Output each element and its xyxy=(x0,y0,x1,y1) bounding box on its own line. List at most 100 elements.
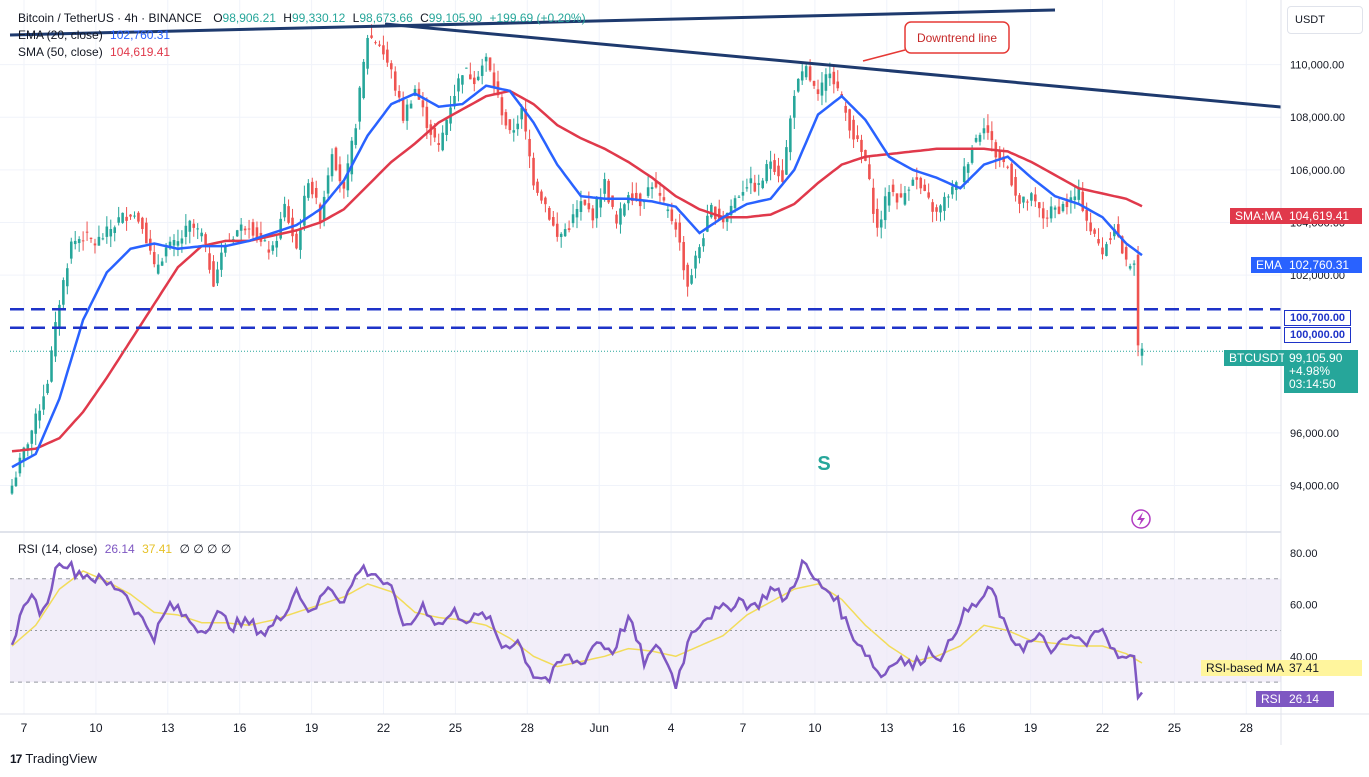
candle-body xyxy=(654,180,658,188)
candle-body xyxy=(686,264,689,287)
candle-body xyxy=(14,477,18,487)
ema-legend[interactable]: EMA (20, close) 102,760.31 xyxy=(18,28,174,42)
candle-body xyxy=(46,383,49,394)
candle-body xyxy=(646,187,650,196)
candle-body xyxy=(239,224,243,231)
sma-line xyxy=(11,89,1143,453)
rsi-ma-tag[interactable]: RSI-based MA xyxy=(1201,660,1290,676)
candle-body xyxy=(401,99,405,121)
price-axis[interactable]: 110,000.00108,000.00106,000.00104,000.00… xyxy=(1290,60,1345,493)
candle-body xyxy=(1034,194,1037,202)
btc-price-change: +4.98% xyxy=(1289,364,1331,378)
candle-body xyxy=(445,119,448,135)
candle-body xyxy=(607,180,610,203)
candle-body xyxy=(761,180,764,189)
candle-body xyxy=(42,396,45,410)
ema-tag-label: EMA xyxy=(1256,258,1283,272)
candle-body xyxy=(255,227,259,241)
candle-body xyxy=(512,130,516,133)
btc-symbol-tag[interactable]: BTCUSDT xyxy=(1224,350,1291,366)
candle-body xyxy=(362,61,365,99)
candle-body xyxy=(694,255,697,269)
rsi-tick-label: 60.00 xyxy=(1290,600,1318,612)
time-tick-label: 4 xyxy=(668,721,675,735)
candle-body xyxy=(555,223,559,237)
candle-body xyxy=(662,197,666,201)
candle-body xyxy=(1093,229,1096,234)
ema-line xyxy=(11,84,1143,469)
callout-box xyxy=(904,21,1010,54)
candle-body xyxy=(382,45,385,55)
rsi-ma-legend-value: 37.41 xyxy=(142,542,173,556)
candle-body xyxy=(196,228,199,230)
candle-body xyxy=(899,193,903,198)
candle-body xyxy=(409,103,413,109)
candle-body xyxy=(393,71,397,91)
rsi-legend[interactable]: RSI (14, close) 26.14 37.41 ∅ ∅ ∅ ∅ xyxy=(18,542,235,556)
candle-body xyxy=(1132,263,1136,265)
sma-price-tag[interactable]: SMA:MA xyxy=(1230,208,1288,224)
candle-body xyxy=(1045,217,1049,219)
candle-body xyxy=(864,149,867,161)
candle-body xyxy=(105,226,109,237)
ema-price-tag[interactable]: EMA xyxy=(1251,257,1288,273)
rsi-tag[interactable]: RSI xyxy=(1256,691,1287,707)
sma-tag-label: SMA:MA xyxy=(1235,209,1283,223)
candle-body xyxy=(1030,193,1033,201)
downtrend-callout[interactable]: Downtrend line xyxy=(862,21,1010,62)
sma-legend[interactable]: SMA (50, close) 104,619.41 xyxy=(18,45,174,59)
candle-body xyxy=(1002,156,1005,163)
candle-body xyxy=(1026,201,1029,203)
level-low-tag: 100,000.00 xyxy=(1284,327,1352,343)
time-tick-label: 16 xyxy=(952,721,966,735)
flash-icon[interactable] xyxy=(1131,509,1151,529)
candle-body xyxy=(520,107,523,120)
candle-body xyxy=(579,201,583,213)
symbol-legend[interactable]: Bitcoin / TetherUS · 4h · BINANCE O98,90… xyxy=(18,11,590,25)
currency-button[interactable]: USDT xyxy=(1287,6,1363,34)
rsi-tag-label: RSI xyxy=(1261,692,1282,706)
candle-body xyxy=(113,227,117,233)
candle-body xyxy=(346,163,350,191)
open-label: O xyxy=(213,11,223,25)
rsi-ma-tag-label: RSI-based MA xyxy=(1206,661,1285,675)
candle-body xyxy=(176,241,180,246)
candle-body xyxy=(919,177,923,189)
candle-body xyxy=(34,413,37,434)
candle-body xyxy=(808,66,812,81)
candle-body xyxy=(338,164,342,182)
candle-body xyxy=(109,229,113,237)
candle-body xyxy=(595,198,599,219)
candle-body xyxy=(26,444,30,450)
candle-body xyxy=(358,87,361,122)
candle-body xyxy=(844,105,847,113)
close-value: 99,105.90 xyxy=(428,11,483,25)
time-axis[interactable]: 7 10 13 16 19 22 25 28 Jun 4 7 10 13 16 19 22 25 28 xyxy=(21,721,1254,735)
candle-body xyxy=(599,198,602,208)
tradingview-brand[interactable]: 17 TradingView xyxy=(10,751,97,766)
candle-body xyxy=(729,205,733,216)
candle-body xyxy=(204,234,207,245)
time-tick-label: 10 xyxy=(89,721,103,735)
candle-body xyxy=(156,264,160,274)
candle-body xyxy=(915,177,919,180)
candle-body xyxy=(978,134,982,142)
level-high-value: 100,700.00 xyxy=(1290,312,1346,324)
candle-body xyxy=(962,166,966,183)
candle-body xyxy=(951,186,954,195)
candle-body xyxy=(137,212,140,222)
candle-body xyxy=(453,95,456,107)
tradingview-logo-icon: 17 xyxy=(10,751,22,766)
candle-body xyxy=(603,179,606,194)
candle-body xyxy=(793,95,796,118)
candle-body xyxy=(405,104,409,121)
candle-body xyxy=(1101,247,1104,255)
upper-trend-line xyxy=(9,8,1056,37)
s-marker[interactable]: S xyxy=(817,453,830,475)
candle-body xyxy=(77,239,81,244)
level-high-tag: 100,700.00 xyxy=(1284,310,1352,326)
candle-body xyxy=(334,147,338,171)
candle-body xyxy=(710,204,713,218)
